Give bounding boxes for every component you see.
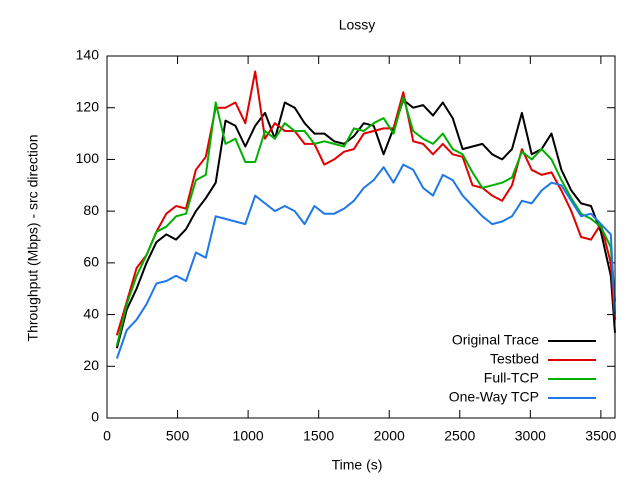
y-tick-label: 40	[83, 305, 99, 321]
series-line	[115, 96, 616, 346]
series-line	[115, 99, 616, 349]
plot-border	[106, 55, 616, 419]
x-axis-label: Time (s)	[332, 457, 383, 473]
chart-title: Lossy	[339, 17, 376, 33]
x-tick-label: 0	[103, 428, 111, 444]
x-tick-label: 2500	[444, 428, 475, 444]
y-tick-label: 80	[83, 202, 99, 218]
y-tick-label: 120	[76, 98, 100, 114]
y-axis-label: Throughput (Mbps) - src direction	[25, 135, 41, 342]
x-tick-label: 1000	[233, 428, 264, 444]
x-tick-label: 500	[166, 428, 190, 444]
series-line	[115, 70, 616, 336]
x-tick-label: 2000	[374, 428, 405, 444]
y-tick-label: 20	[83, 357, 99, 373]
legend-label: Original Trace	[452, 332, 539, 348]
y-tick-label: 60	[83, 254, 99, 270]
legend-label: Full-TCP	[484, 370, 539, 386]
y-tick-label: 100	[76, 150, 100, 166]
y-tick-label: 0	[91, 409, 99, 425]
y-tick-label: 140	[76, 47, 100, 63]
legend-label: One-Way TCP	[449, 389, 539, 405]
x-tick-label: 3500	[585, 428, 616, 444]
legend-label: Testbed	[490, 351, 539, 367]
x-tick-label: 3000	[515, 428, 546, 444]
x-tick-label: 1500	[303, 428, 334, 444]
series-line	[115, 163, 616, 359]
